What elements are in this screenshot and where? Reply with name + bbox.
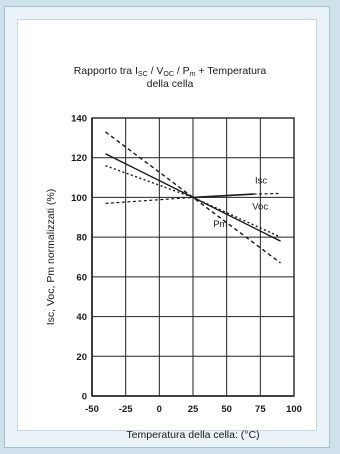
plot-border: [91, 117, 295, 397]
y-tick-label: 40: [76, 312, 87, 323]
y-tick-label: 0: [82, 392, 87, 403]
y-tick-label: 120: [71, 153, 87, 164]
title-part-2: / V: [148, 65, 164, 77]
series-label-isc: Isc: [255, 176, 267, 187]
series-line-pm: [105, 131, 281, 264]
series-line-isc-b: [192, 193, 254, 199]
y-tick-label: 140: [71, 114, 87, 125]
x-tick-label: 75: [255, 404, 266, 415]
title-part-1: Rapporto tra I: [74, 65, 138, 77]
series-lines: [105, 131, 281, 264]
series-label-pm: Pm: [213, 219, 227, 230]
y-tick-label: 80: [76, 233, 87, 244]
y-tick-label: 20: [76, 352, 87, 363]
title-sub-oc: OC: [163, 71, 174, 78]
y-tick-labels: 0 20 40 60 80 100 120 140: [71, 114, 87, 403]
title-part-4: + Temperatura: [196, 65, 267, 77]
chart-title-line1: Rapporto tra ISC / VOC / Pm + Temperatur…: [74, 65, 267, 78]
title-part-3: / P: [174, 65, 190, 77]
title-sub-m: m: [190, 71, 196, 78]
y-tick-label: 100: [71, 193, 87, 204]
chart-title-line2: della cella: [147, 78, 194, 90]
x-tick-label: -50: [85, 404, 99, 415]
series-line-isc-c: [253, 192, 281, 195]
x-tick-label: 100: [286, 404, 302, 415]
x-tick-labels: -50 -25 0 25 50 75 100: [85, 404, 302, 415]
series-line-isc-a: [105, 196, 194, 204]
y-axis-label: Isc, Voc, Pm normalizzati (%): [45, 189, 57, 326]
series-line-voc: [105, 153, 281, 242]
series-labels: Isc Voc Pm: [213, 176, 268, 231]
x-tick-label: 50: [221, 404, 232, 415]
x-tick-label: 25: [188, 404, 199, 415]
series-label-voc: Voc: [252, 201, 268, 212]
y-tick-label: 60: [76, 272, 87, 283]
x-tick-label: 0: [157, 404, 162, 415]
title-sub-sc: SC: [138, 71, 148, 78]
x-tick-label: -25: [119, 404, 133, 415]
x-axis-label: Temperatura della cella: (°C): [126, 429, 259, 441]
